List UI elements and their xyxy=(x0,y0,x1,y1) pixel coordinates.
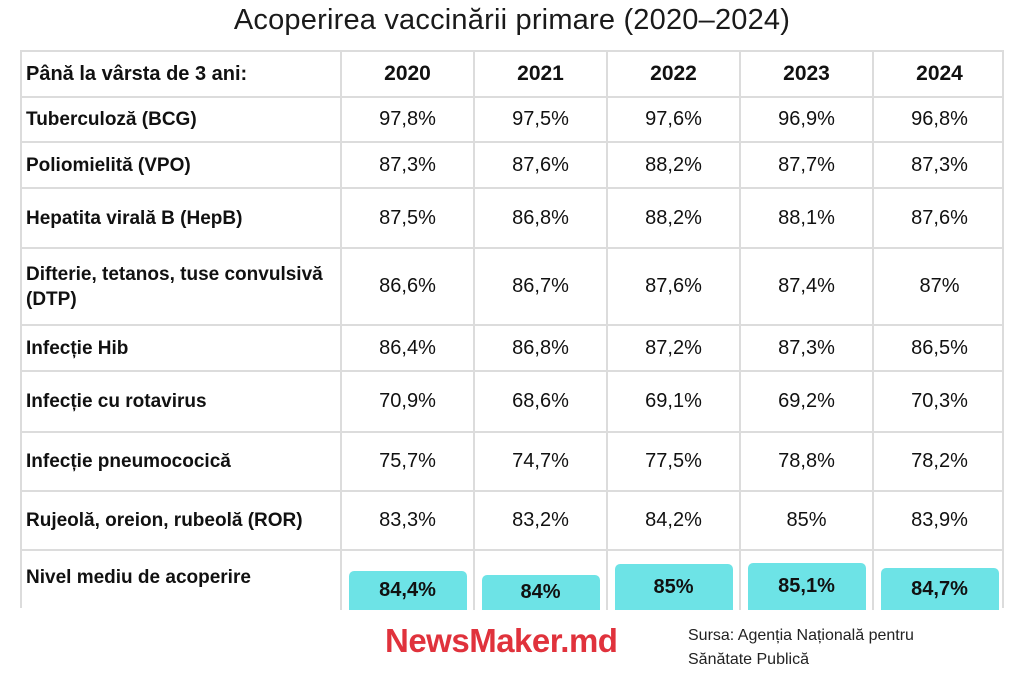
table-row: Difterie, tetanos, tuse convulsivă (DTP)… xyxy=(22,249,1002,326)
table-row: Infecție pneumococică 75,7% 74,7% 77,5% 78,8… xyxy=(22,433,1002,492)
average-cell: 84,7% xyxy=(872,551,1005,610)
average-row: Nivel mediu de acoperire 84,4% 84% 85% 85,1%… xyxy=(22,551,1002,610)
row-label: Difterie, tetanos, tuse convulsivă (DTP) xyxy=(26,263,323,310)
value-cell: 83,2% xyxy=(473,492,606,549)
row-label: Infecție cu rotavirus xyxy=(26,391,207,412)
value-cell: 85% xyxy=(739,492,872,549)
value-cell: 87,6% xyxy=(872,189,1005,247)
value-cell: 88,2% xyxy=(606,143,739,187)
table-row: Rujeolă, oreion, rubeolă (ROR) 83,3% 83,2%… xyxy=(22,492,1002,551)
value-cell: 75,7% xyxy=(340,433,473,490)
year-header: 2023 xyxy=(739,52,872,96)
row-label: Rujeolă, oreion, rubeolă (ROR) xyxy=(26,510,303,531)
table-row: Infecție Hib 86,4% 86,8% 87,2% 87,3% 86,5% xyxy=(22,326,1002,372)
average-pill: 84,7% xyxy=(880,568,999,610)
average-label: Nivel mediu de acoperire xyxy=(26,567,251,588)
source-line-1: Sursa: Agenția Națională pentru xyxy=(688,627,914,644)
average-cell: 84,4% xyxy=(340,551,473,610)
year-header: 2021 xyxy=(473,52,606,96)
average-pill: 84,4% xyxy=(348,571,467,610)
value-cell: 97,8% xyxy=(340,98,473,141)
value-cell: 69,1% xyxy=(606,372,739,431)
value-cell: 86,6% xyxy=(340,249,473,324)
value-cell: 86,5% xyxy=(872,326,1005,370)
newsmaker-logo: NewsMaker.md xyxy=(385,622,618,659)
value-cell: 87,5% xyxy=(340,189,473,247)
value-cell: 88,1% xyxy=(739,189,872,247)
average-pill: 85% xyxy=(614,564,733,610)
value-cell: 70,9% xyxy=(340,372,473,431)
average-cell: 84% xyxy=(473,551,606,610)
average-pill: 84% xyxy=(481,575,600,610)
year-header: 2020 xyxy=(340,52,473,96)
value-cell: 86,8% xyxy=(473,189,606,247)
header-row: Până la vârsta de 3 ani: 2020 2021 2022 2023… xyxy=(22,52,1002,98)
value-cell: 87,3% xyxy=(739,326,872,370)
header-label: Până la vârsta de 3 ani: xyxy=(26,62,248,85)
row-label: Tuberculoză (BCG) xyxy=(26,109,197,130)
table-row: Hepatita virală B (HepB) 87,5% 86,8% 88,2% 8… xyxy=(22,189,1002,249)
value-cell: 87,3% xyxy=(872,143,1005,187)
value-cell: 87,2% xyxy=(606,326,739,370)
chart-title: Acoperirea vaccinării primare (2020–2024… xyxy=(233,4,791,36)
value-cell: 88,2% xyxy=(606,189,739,247)
year-header: 2022 xyxy=(606,52,739,96)
average-pill: 85,1% xyxy=(747,563,866,610)
table-row: Infecție cu rotavirus 70,9% 68,6% 69,1% 69,2… xyxy=(22,372,1002,433)
value-cell: 84,2% xyxy=(606,492,739,549)
value-cell: 70,3% xyxy=(872,372,1005,431)
source-note: Sursa: Agenția Națională pentru Sănătate… xyxy=(688,624,914,672)
row-label: Poliomielită (VPO) xyxy=(26,154,191,176)
average-cell: 85,1% xyxy=(739,551,872,610)
row-label: Infecție pneumococică xyxy=(26,451,231,472)
value-cell: 87,3% xyxy=(340,143,473,187)
row-label: Infecție Hib xyxy=(26,337,129,359)
value-cell: 86,8% xyxy=(473,326,606,370)
table-row: Tuberculoză (BCG) 97,8% 97,5% 97,6% 96,9% 96,… xyxy=(22,98,1002,143)
value-cell: 87% xyxy=(872,249,1005,324)
value-cell: 87,6% xyxy=(606,249,739,324)
row-label: Hepatita virală B (HepB) xyxy=(26,207,243,229)
value-cell: 96,9% xyxy=(739,98,872,141)
value-cell: 96,8% xyxy=(872,98,1005,141)
value-cell: 78,2% xyxy=(872,433,1005,490)
value-cell: 87,7% xyxy=(739,143,872,187)
vaccination-table: Până la vârsta de 3 ani: 2020 2021 2022 2023… xyxy=(20,50,1004,610)
table-row: Poliomielită (VPO) 87,3% 87,6% 88,2% 87,7% 87… xyxy=(22,143,1002,189)
value-cell: 78,8% xyxy=(739,433,872,490)
source-line-2: Sănătate Publică xyxy=(688,651,809,668)
average-cell: 85% xyxy=(606,551,739,610)
value-cell: 87,4% xyxy=(739,249,872,324)
year-header: 2024 xyxy=(872,52,1005,96)
value-cell: 97,6% xyxy=(606,98,739,141)
value-cell: 83,9% xyxy=(872,492,1005,549)
value-cell: 86,4% xyxy=(340,326,473,370)
value-cell: 83,3% xyxy=(340,492,473,549)
value-cell: 86,7% xyxy=(473,249,606,324)
value-cell: 74,7% xyxy=(473,433,606,490)
value-cell: 77,5% xyxy=(606,433,739,490)
value-cell: 97,5% xyxy=(473,98,606,141)
value-cell: 68,6% xyxy=(473,372,606,431)
value-cell: 87,6% xyxy=(473,143,606,187)
value-cell: 69,2% xyxy=(739,372,872,431)
